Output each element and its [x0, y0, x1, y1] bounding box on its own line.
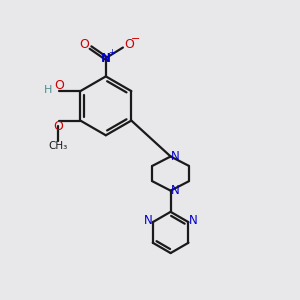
- Text: CH₃: CH₃: [49, 142, 68, 152]
- Text: N: N: [171, 150, 180, 163]
- Text: O: O: [53, 120, 63, 133]
- Text: N: N: [171, 184, 180, 197]
- Text: −: −: [131, 34, 141, 44]
- Text: O: O: [124, 38, 134, 50]
- Text: O: O: [79, 38, 89, 50]
- Text: N: N: [101, 52, 111, 64]
- Text: H: H: [44, 85, 53, 95]
- Text: N: N: [189, 214, 197, 227]
- Text: +: +: [108, 48, 115, 57]
- Text: O: O: [54, 79, 64, 92]
- Text: N: N: [144, 214, 152, 227]
